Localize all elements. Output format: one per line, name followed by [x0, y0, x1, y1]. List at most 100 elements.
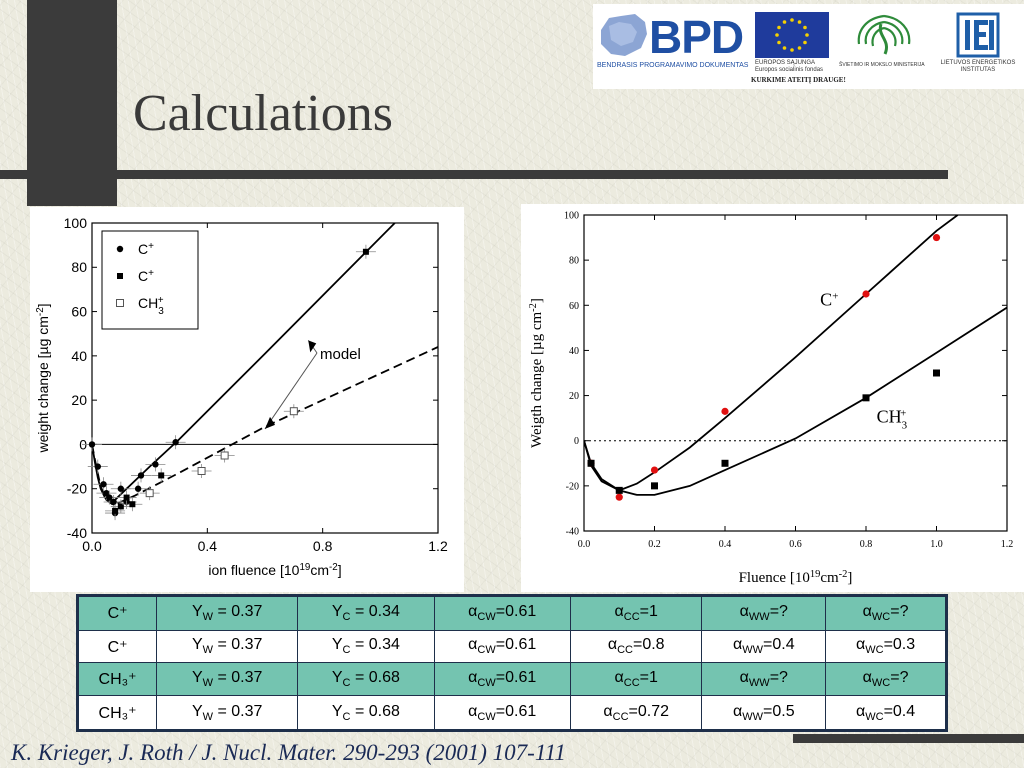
right-chart-panel: 0.0 0.2 0.4 0.6 0.8 1.0 1.2 -40 -20 0 20 40 60 80 100 F…: [521, 204, 1024, 592]
table-cell: αWC=?: [825, 662, 947, 697]
arrowhead-icon: [308, 340, 317, 353]
left-chart-panel: 0.0 0.4 0.8 1.2 -40 -20 0 20 40 60 80 100 ion fluenc…: [30, 207, 464, 592]
y-tick-label: -40: [67, 525, 87, 541]
x-tick-label: 0.0: [578, 539, 591, 550]
citation-text: K. Krieger, J. Roth / J. Nucl. Mater. 29…: [11, 740, 566, 765]
table-row: CH₃⁺ YW = 0.37 YC = 0.68 αCW=0.61 αCC=0.72 αW…: [76, 695, 947, 731]
slide-title: Calculations: [133, 85, 393, 142]
y-tick-label: 100: [64, 215, 88, 231]
y-tick-label: 40: [569, 346, 579, 357]
x-tick-label: 0.4: [198, 538, 218, 554]
y-tick-label: 20: [569, 391, 579, 402]
data-point-black-square: [721, 459, 729, 467]
ministry-logo-icon: [857, 14, 911, 55]
eu-caption-line-1: EUROPOS SĄJUNGA: [755, 60, 816, 66]
title-divider-bar: [0, 170, 948, 179]
y-tick-label: -20: [566, 481, 579, 492]
table-cell: αCW=0.61: [433, 629, 571, 664]
x-tick-label: 0.4: [719, 539, 732, 550]
right-weight-change-chart: 0.0 0.2 0.4 0.6 0.8 1.0 1.2 -40 -20 0 20 40 60 80 100 F…: [528, 211, 1014, 587]
data-point-black-square: [587, 459, 595, 467]
data-point-open-square: [197, 467, 206, 475]
x-tick-label: 0.0: [82, 538, 102, 554]
y-tick-label: -40: [566, 527, 579, 538]
eu-star-icon: [775, 33, 779, 37]
eu-star-icon: [790, 48, 794, 52]
parameters-table: C⁺ YW = 0.37 YC = 0.34 αCW=0.61 αCC=1 αWW=? αW…: [76, 594, 948, 732]
data-point-circle: [100, 481, 107, 488]
legend-label: C+: [138, 241, 154, 258]
data-point-circle: [106, 494, 113, 501]
table-cell: αWW=?: [701, 595, 827, 631]
y-tick-label: 20: [71, 392, 87, 408]
data-point-square: [117, 503, 124, 510]
eu-star-icon: [803, 25, 807, 30]
table-cell: CH₃⁺: [76, 662, 158, 697]
data-point-black-square: [615, 486, 623, 494]
table-cell: αCC=1: [569, 595, 703, 631]
table-cell: YW = 0.37: [156, 662, 299, 697]
table-cell: C⁺: [76, 595, 158, 631]
model-curve-1: [584, 215, 959, 492]
lei-logo-icon: [956, 12, 1000, 58]
sponsor-logo-strip: BPD BENDRASIS PROGRAMAVIMO DOKUMENTAS EU…: [593, 4, 1024, 89]
model-annotation-arrow-2: [264, 352, 318, 430]
data-point-circle: [88, 441, 96, 448]
data-point-open-square: [145, 489, 154, 498]
table-cell: αWW=0.4: [701, 629, 827, 664]
table-row: C⁺ YW = 0.37 YC = 0.34 αCW=0.61 αCC=1 αWW=? αW…: [76, 595, 947, 631]
table-cell: YW = 0.37: [156, 629, 299, 664]
y-tick-label: 100: [564, 211, 579, 222]
table-cell: αCC=0.8: [569, 629, 703, 664]
x-tick-label: 1.2: [428, 538, 448, 554]
data-point-red-circle: [721, 407, 729, 415]
legend-marker-circle: [116, 245, 124, 253]
table-cell: YW = 0.37: [156, 695, 299, 731]
y-tick-label: 80: [569, 256, 579, 267]
x-tick-label: 0.6: [789, 539, 802, 550]
legend-marker-square: [117, 273, 123, 279]
table-row: CH₃⁺ YW = 0.37 YC = 0.68 αCW=0.61 αCC=1 αWW=?…: [76, 662, 947, 697]
table-row: C⁺ YW = 0.37 YC = 0.34 αCW=0.61 αCC=0.8 αWW=0…: [76, 629, 947, 664]
x-tick-label: 1.2: [1001, 539, 1014, 550]
footer-divider-bar: [793, 734, 1024, 743]
x-tick-label: 0.2: [648, 539, 661, 550]
table-cell: CH₃⁺: [76, 695, 158, 731]
table-cell: αWC=0.3: [825, 629, 947, 664]
y-axis-label: Weigth change [µg cm-2]: [528, 298, 546, 448]
model-annotation-label: model: [320, 346, 361, 363]
data-point-circle: [134, 485, 142, 492]
arrowhead-icon: [265, 416, 275, 429]
lei-caption-line-1: LIETUVOS ENERGETIKOS: [940, 60, 1016, 66]
table-cell: αCC=1: [569, 662, 703, 697]
table-cell: αCW=0.61: [433, 595, 571, 631]
data-point-circle: [117, 485, 125, 492]
curve-label-c-plus: C+: [820, 289, 838, 309]
legend-label: CH3+: [138, 295, 164, 317]
data-point-square: [362, 248, 369, 255]
data-point-red-circle: [862, 290, 870, 298]
table-cell: αCW=0.61: [433, 695, 571, 731]
curve-label-ch3-plus: CH3+: [877, 407, 908, 432]
model-curve-2: [584, 306, 1007, 496]
x-tick-label: 0.8: [860, 539, 873, 550]
data-point-black-square: [651, 482, 658, 490]
bpd-logo-text: BPD: [649, 11, 744, 63]
data-point-black-square: [862, 394, 870, 402]
x-axis-label: ion fluence [1019cm-2]: [208, 562, 341, 579]
ministry-caption: ŠVIETIMO IR MOKSLO MINISTERIJA: [839, 62, 925, 68]
y-tick-label: 80: [71, 259, 87, 275]
eu-star-icon: [797, 46, 802, 50]
eu-star-icon: [777, 25, 781, 30]
table-cell: C⁺: [76, 629, 158, 664]
y-tick-label: 0: [574, 436, 579, 447]
table-cell: αCC=0.72: [569, 695, 703, 731]
data-point-circle: [172, 439, 179, 446]
legend-marker-open-square: [116, 299, 124, 307]
x-axis-label: Fluence [1019cm-2]: [739, 569, 853, 587]
legend-label: C+: [138, 268, 154, 285]
eu-star-icon: [782, 20, 787, 24]
slogan-text: KURKIME ATEITĮ DRAUGE!: [751, 76, 846, 84]
data-point-red-circle: [932, 233, 941, 242]
data-point-black-square: [933, 369, 940, 377]
